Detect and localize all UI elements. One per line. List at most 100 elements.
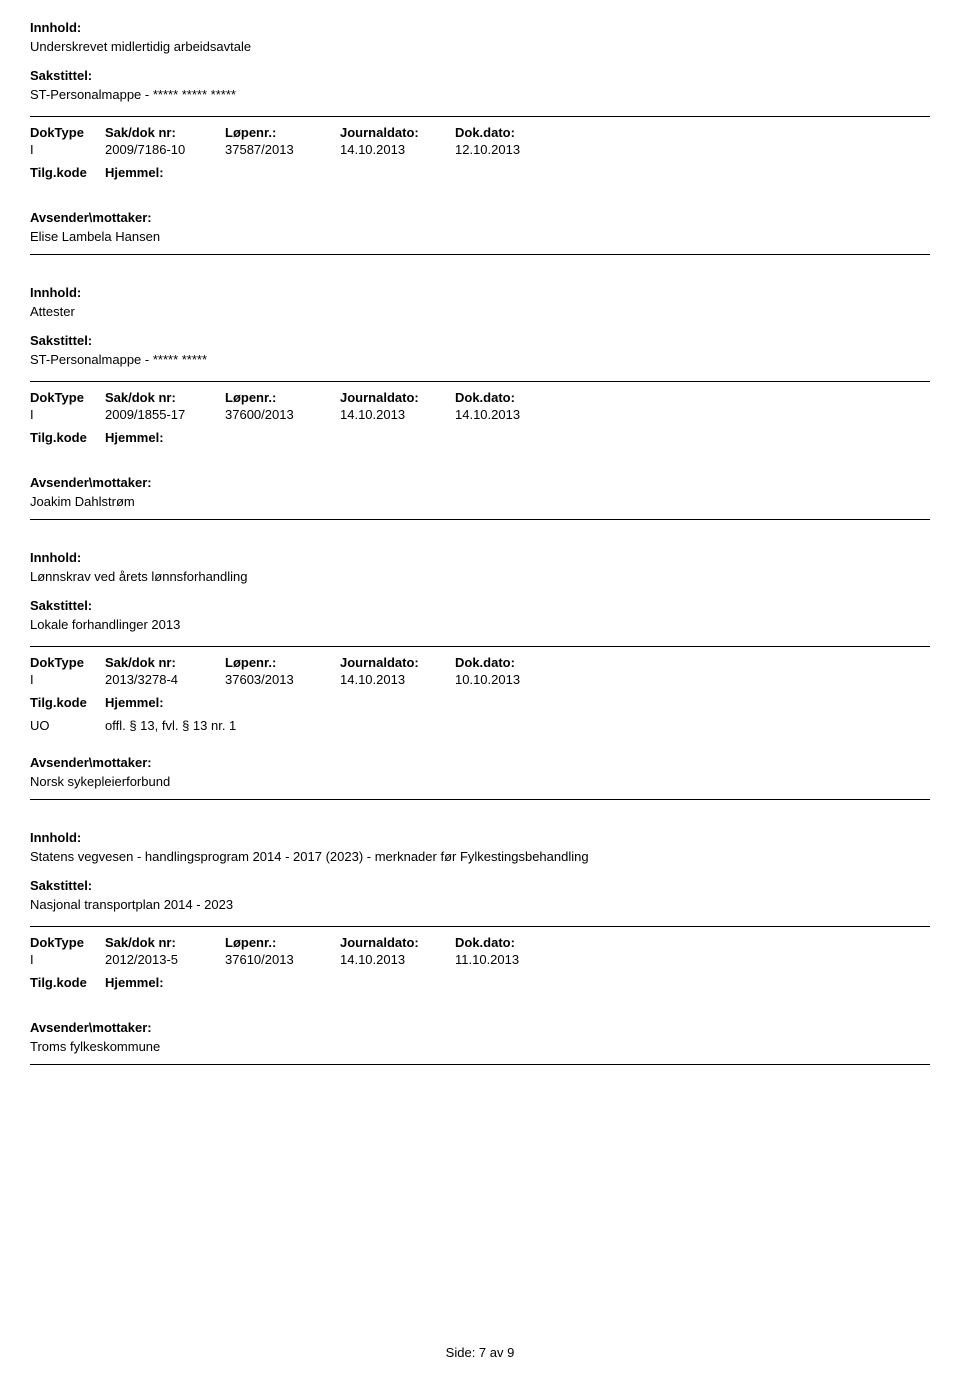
innhold-value: Attester bbox=[30, 304, 930, 319]
doktype-value: I bbox=[30, 952, 105, 967]
journaldato-header: Journaldato: bbox=[340, 390, 455, 405]
doktype-header: DokType bbox=[30, 125, 105, 140]
lopenr-header: Løpenr.: bbox=[225, 935, 340, 950]
doktype-header: DokType bbox=[30, 655, 105, 670]
journal-entry: Innhold: Attester Sakstittel: ST-Persona… bbox=[30, 285, 930, 520]
journal-entry: Innhold: Underskrevet midlertidig arbeid… bbox=[30, 20, 930, 255]
dokdato-header: Dok.dato: bbox=[455, 125, 570, 140]
sakdok-header: Sak/dok nr: bbox=[105, 655, 225, 670]
separator bbox=[30, 1064, 930, 1065]
tilgkode-label: Tilg.kode bbox=[30, 430, 105, 445]
innhold-label: Innhold: bbox=[30, 20, 930, 35]
page-footer: Side: 7 av 9 bbox=[30, 1345, 930, 1360]
avsender-value: Troms fylkeskommune bbox=[30, 1039, 930, 1054]
doktype-value: I bbox=[30, 142, 105, 157]
journaldato-value: 14.10.2013 bbox=[340, 952, 455, 967]
avsender-label: Avsender\mottaker: bbox=[30, 1020, 930, 1035]
journaldato-header: Journaldato: bbox=[340, 125, 455, 140]
dokdato-header: Dok.dato: bbox=[455, 390, 570, 405]
table-row: I 2013/3278-4 37603/2013 14.10.2013 10.1… bbox=[30, 672, 930, 687]
doktype-value: I bbox=[30, 672, 105, 687]
avsender-value: Norsk sykepleierforbund bbox=[30, 774, 930, 789]
innhold-label: Innhold: bbox=[30, 550, 930, 565]
sakstittel-value: Lokale forhandlinger 2013 bbox=[30, 617, 930, 632]
tilgkode-label: Tilg.kode bbox=[30, 165, 105, 180]
sakstittel-value: ST-Personalmappe - ***** ***** ***** bbox=[30, 87, 930, 102]
hjemmel-label: Hjemmel: bbox=[105, 695, 164, 710]
separator bbox=[30, 646, 930, 647]
tilgkode-header-row: Tilg.kode Hjemmel: bbox=[30, 430, 930, 445]
tilgkode-label: Tilg.kode bbox=[30, 695, 105, 710]
table-header: DokType Sak/dok nr: Løpenr.: Journaldato… bbox=[30, 125, 930, 140]
separator bbox=[30, 254, 930, 255]
table-header: DokType Sak/dok nr: Løpenr.: Journaldato… bbox=[30, 390, 930, 405]
separator bbox=[30, 926, 930, 927]
journaldato-header: Journaldato: bbox=[340, 935, 455, 950]
doktype-header: DokType bbox=[30, 390, 105, 405]
lopenr-value: 37610/2013 bbox=[225, 952, 340, 967]
separator bbox=[30, 116, 930, 117]
sakstittel-value: Nasjonal transportplan 2014 - 2023 bbox=[30, 897, 930, 912]
tilgkode-header-row: Tilg.kode Hjemmel: bbox=[30, 165, 930, 180]
dokdato-value: 11.10.2013 bbox=[455, 952, 570, 967]
tilgkode-label: Tilg.kode bbox=[30, 975, 105, 990]
lopenr-header: Løpenr.: bbox=[225, 125, 340, 140]
doktype-header: DokType bbox=[30, 935, 105, 950]
dokdato-value: 12.10.2013 bbox=[455, 142, 570, 157]
journaldato-header: Journaldato: bbox=[340, 655, 455, 670]
innhold-label: Innhold: bbox=[30, 830, 930, 845]
lopenr-value: 37600/2013 bbox=[225, 407, 340, 422]
separator bbox=[30, 519, 930, 520]
table-header: DokType Sak/dok nr: Løpenr.: Journaldato… bbox=[30, 935, 930, 950]
innhold-value: Statens vegvesen - handlingsprogram 2014… bbox=[30, 849, 930, 864]
tilgkode-header-row: Tilg.kode Hjemmel: bbox=[30, 695, 930, 710]
avsender-value: Elise Lambela Hansen bbox=[30, 229, 930, 244]
sakdok-value: 2012/2013-5 bbox=[105, 952, 225, 967]
lopenr-value: 37587/2013 bbox=[225, 142, 340, 157]
sakdok-header: Sak/dok nr: bbox=[105, 125, 225, 140]
sakstittel-label: Sakstittel: bbox=[30, 878, 930, 893]
journaldato-value: 14.10.2013 bbox=[340, 672, 455, 687]
sakdok-value: 2009/7186-10 bbox=[105, 142, 225, 157]
hjemmel-label: Hjemmel: bbox=[105, 165, 164, 180]
lopenr-header: Løpenr.: bbox=[225, 390, 340, 405]
sakstittel-label: Sakstittel: bbox=[30, 598, 930, 613]
sakstittel-value: ST-Personalmappe - ***** ***** bbox=[30, 352, 930, 367]
table-row: I 2009/7186-10 37587/2013 14.10.2013 12.… bbox=[30, 142, 930, 157]
separator bbox=[30, 381, 930, 382]
sakdok-value: 2013/3278-4 bbox=[105, 672, 225, 687]
dokdato-header: Dok.dato: bbox=[455, 935, 570, 950]
lopenr-header: Løpenr.: bbox=[225, 655, 340, 670]
sakdok-header: Sak/dok nr: bbox=[105, 390, 225, 405]
sakstittel-label: Sakstittel: bbox=[30, 333, 930, 348]
sakdok-header: Sak/dok nr: bbox=[105, 935, 225, 950]
dokdato-value: 10.10.2013 bbox=[455, 672, 570, 687]
innhold-label: Innhold: bbox=[30, 285, 930, 300]
avsender-value: Joakim Dahlstrøm bbox=[30, 494, 930, 509]
dokdato-value: 14.10.2013 bbox=[455, 407, 570, 422]
tilgkode-value-row: UO offl. § 13, fvl. § 13 nr. 1 bbox=[30, 718, 930, 733]
table-row: I 2009/1855-17 37600/2013 14.10.2013 14.… bbox=[30, 407, 930, 422]
tilgkode-header-row: Tilg.kode Hjemmel: bbox=[30, 975, 930, 990]
separator bbox=[30, 799, 930, 800]
dokdato-header: Dok.dato: bbox=[455, 655, 570, 670]
doktype-value: I bbox=[30, 407, 105, 422]
hjemmel-label: Hjemmel: bbox=[105, 975, 164, 990]
sakstittel-label: Sakstittel: bbox=[30, 68, 930, 83]
avsender-label: Avsender\mottaker: bbox=[30, 210, 930, 225]
journal-entry: Innhold: Lønnskrav ved årets lønnsforhan… bbox=[30, 550, 930, 800]
innhold-value: Lønnskrav ved årets lønnsforhandling bbox=[30, 569, 930, 584]
tilgkode-value: UO bbox=[30, 718, 105, 733]
hjemmel-value: offl. § 13, fvl. § 13 nr. 1 bbox=[105, 718, 930, 733]
table-header: DokType Sak/dok nr: Løpenr.: Journaldato… bbox=[30, 655, 930, 670]
innhold-value: Underskrevet midlertidig arbeidsavtale bbox=[30, 39, 930, 54]
journaldato-value: 14.10.2013 bbox=[340, 142, 455, 157]
hjemmel-label: Hjemmel: bbox=[105, 430, 164, 445]
table-row: I 2012/2013-5 37610/2013 14.10.2013 11.1… bbox=[30, 952, 930, 967]
journal-entry: Innhold: Statens vegvesen - handlingspro… bbox=[30, 830, 930, 1065]
avsender-label: Avsender\mottaker: bbox=[30, 475, 930, 490]
sakdok-value: 2009/1855-17 bbox=[105, 407, 225, 422]
avsender-label: Avsender\mottaker: bbox=[30, 755, 930, 770]
lopenr-value: 37603/2013 bbox=[225, 672, 340, 687]
journaldato-value: 14.10.2013 bbox=[340, 407, 455, 422]
